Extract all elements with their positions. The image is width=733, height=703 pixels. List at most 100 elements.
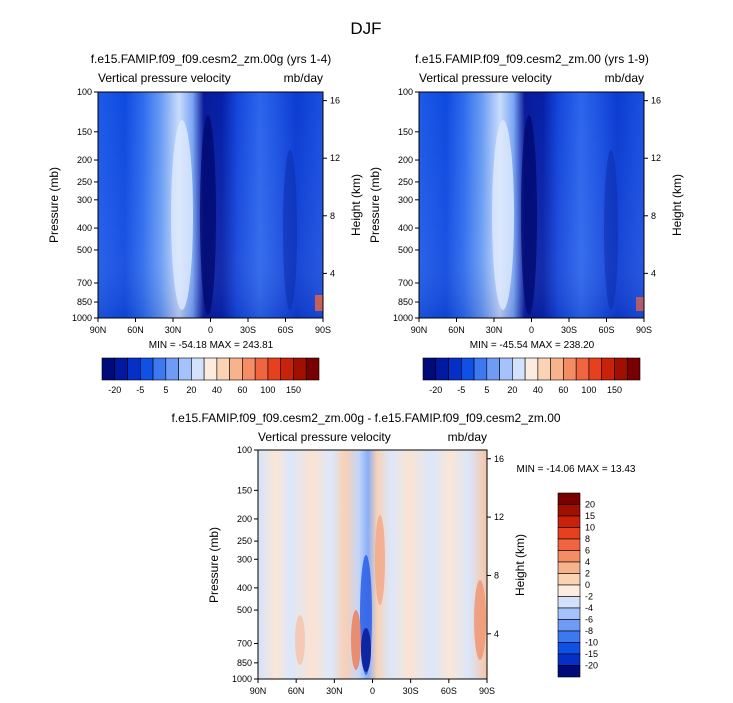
x-tick-label: 60N	[288, 686, 305, 696]
x-tick-label: 90N	[411, 325, 428, 335]
y-tick-label: 100	[77, 87, 92, 97]
x-tick-label: 90N	[250, 686, 267, 696]
y-tick-label: 100	[398, 87, 413, 97]
colorbar-label: 40	[212, 385, 222, 395]
panel-2-subtitle-right: mb/day	[605, 71, 644, 85]
colorbar-label: -20	[585, 661, 598, 671]
colorbar-swatch	[557, 504, 581, 517]
x-tick-label: 30N	[165, 325, 182, 335]
colorbar-swatch	[557, 642, 581, 655]
right-tick-label: 4	[494, 629, 499, 639]
panel-3: f.e15.FAMIP.f09_f09.cesm2_zm.00g - f.e15…	[171, 411, 635, 696]
colorbar-swatch	[557, 607, 581, 620]
colorbar-swatch	[524, 357, 539, 381]
colorbar-swatch	[139, 357, 154, 381]
colorbar-label: 100	[260, 385, 275, 395]
colorbar-swatch	[557, 630, 581, 643]
colorbar-swatch	[473, 357, 488, 381]
y-tick-label: 150	[398, 127, 413, 137]
colorbar-label: -5	[136, 385, 144, 395]
y-tick-label: 400	[77, 223, 92, 233]
colorbar-swatch	[557, 619, 581, 632]
x-tick-label: 60S	[441, 686, 457, 696]
colorbar-swatch	[537, 357, 551, 381]
y-tick-label: 100	[237, 445, 252, 455]
y-tick-label: 1000	[232, 674, 252, 684]
y-tick-label: 200	[237, 514, 252, 524]
right-tick-label: 16	[330, 96, 340, 106]
x-tick-label: 30N	[326, 686, 343, 696]
x-tick-label: 30N	[486, 325, 503, 335]
figure-title: DJF	[350, 19, 381, 38]
colorbar-swatch	[254, 357, 269, 381]
colorbar-swatch	[165, 357, 179, 381]
y-tick-label: 150	[77, 127, 92, 137]
colorbar-label: 6	[585, 546, 590, 556]
colorbar-swatch	[563, 357, 577, 381]
colorbar-label: 150	[607, 385, 622, 395]
panel-1-field	[98, 92, 323, 318]
y-tick-label: 250	[398, 177, 413, 187]
colorbar-swatch	[550, 357, 564, 381]
colorbar-1: -20 -5 5 20 40 60 100 150	[101, 357, 320, 395]
colorbar-swatch	[557, 584, 581, 597]
colorbar-swatch	[460, 357, 475, 381]
colorbar-swatch	[152, 357, 167, 381]
colorbar-label: -2	[585, 592, 593, 602]
colorbar-swatch	[191, 357, 205, 381]
panel-1-stats: MIN = -54.18 MAX = 243.81	[149, 340, 274, 351]
colorbar-label: 8	[585, 534, 590, 544]
colorbar-swatch	[499, 357, 513, 381]
y-tick-label: 1000	[393, 313, 413, 323]
y-tick-label: 1000	[72, 313, 92, 323]
y-tick-label: 700	[398, 278, 413, 288]
colorbar-swatch	[575, 357, 590, 381]
colorbar-swatch	[601, 357, 615, 381]
colorbar-swatch	[626, 357, 641, 381]
x-tick-label: 0	[529, 325, 534, 335]
colorbar-label: 0	[585, 580, 590, 590]
colorbar-swatch	[242, 357, 256, 381]
colorbar-label: 15	[585, 511, 595, 521]
colorbar-swatch	[267, 357, 282, 381]
colorbar-swatch	[557, 527, 581, 540]
panel-2-ylabel: Pressure (mb)	[368, 167, 382, 243]
right-tick-label: 8	[651, 211, 656, 221]
colorbar-swatch	[557, 596, 581, 609]
colorbar-swatch	[557, 515, 581, 528]
colorbar-swatch	[557, 492, 581, 505]
panel-3-stats: MIN = -14.06 MAX = 13.43	[517, 464, 636, 475]
colorbar-label: 20	[585, 500, 595, 510]
y-tick-label: 850	[237, 658, 252, 668]
colorbar-label: -4	[585, 603, 593, 613]
x-tick-label: 60S	[277, 325, 293, 335]
panel-3-subtitle-left: Vertical pressure velocity	[258, 430, 391, 444]
colorbar-swatch	[557, 653, 581, 666]
right-tick-label: 4	[651, 268, 656, 278]
x-tick-label: 0	[370, 686, 375, 696]
colorbar-label: 10	[585, 523, 595, 533]
x-tick-label: 90N	[90, 325, 107, 335]
colorbar-swatch	[614, 357, 628, 381]
colorbar-swatch	[588, 357, 603, 381]
panel-1: f.e15.FAMIP.f09_f09.cesm2_zm.00g (yrs 1-…	[47, 52, 363, 351]
panel-3-y-ticks: 100 150 200 250 300 400 500 700 850 1000	[232, 445, 258, 684]
x-tick-label: 60S	[598, 325, 614, 335]
colorbar-label: -15	[585, 649, 598, 659]
colorbar-swatch	[557, 550, 581, 563]
panel-2-title: f.e15.FAMIP.f09_f09.cesm2_zm.00 (yrs 1-9…	[415, 52, 649, 66]
panel-3-title: f.e15.FAMIP.f09_f09.cesm2_zm.00g - f.e15…	[171, 411, 560, 425]
colorbar-label: 2	[585, 569, 590, 579]
colorbar-label: 4	[585, 557, 590, 567]
x-tick-label: 60N	[448, 325, 465, 335]
panel-2-ylabel-right: Height (km)	[670, 174, 684, 236]
colorbar-swatch	[101, 357, 116, 381]
panel-2: f.e15.FAMIP.f09_f09.cesm2_zm.00 (yrs 1-9…	[368, 52, 684, 351]
colorbar-label: 60	[237, 385, 247, 395]
right-tick-label: 16	[651, 96, 661, 106]
colorbar-swatch	[305, 357, 320, 381]
x-tick-label: 90S	[479, 686, 495, 696]
right-tick-label: 12	[651, 153, 661, 163]
colorbar-label: 20	[507, 385, 517, 395]
